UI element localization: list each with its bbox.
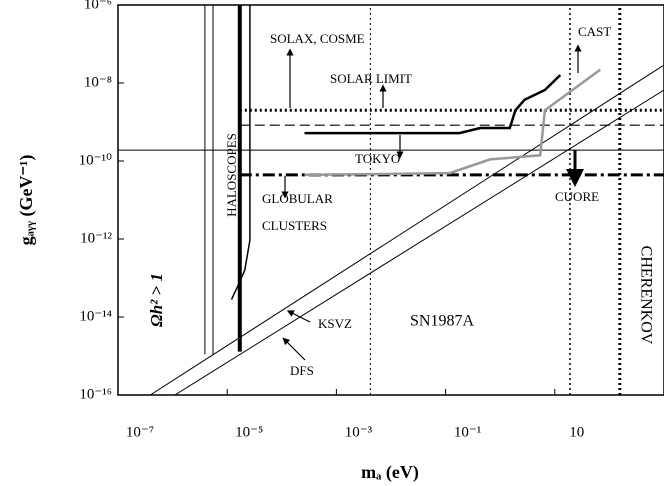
annotation: CAST	[578, 24, 611, 39]
annotation: TOKYO	[355, 151, 400, 166]
x-tick-label: 10	[569, 424, 584, 440]
y-tick-label: 10⁻⁶	[84, 0, 112, 12]
plot-frame	[117, 4, 664, 396]
series-line	[150, 64, 664, 396]
y-tick-label: 10⁻¹⁰	[79, 152, 112, 168]
annotation: HALOSCOPES	[224, 133, 239, 217]
y-tick-label: 10⁻¹⁶	[79, 386, 112, 402]
annotation: DFS	[290, 363, 314, 378]
annotation: KSVZ	[318, 316, 352, 331]
annotation: SOLAX, COSME	[270, 31, 365, 46]
annotation: SN1987A	[410, 313, 474, 330]
annotation: Ωh² > 1	[147, 273, 166, 327]
annotation: CHERENKOV	[637, 246, 654, 345]
y-tick-label: 10⁻¹⁴	[79, 308, 112, 324]
x-tick-label: 10⁻⁵	[235, 424, 263, 440]
annotation: CLUSTERS	[262, 218, 327, 233]
annotation: CUORE	[555, 189, 599, 204]
x-axis-title: mₐ (eV)	[361, 462, 419, 483]
series-line	[304, 68, 602, 177]
y-axis-title: gₐᵧᵧ (GeV⁻¹)	[16, 155, 37, 246]
series-line	[174, 89, 664, 396]
x-tick-label: 10⁻¹	[454, 424, 481, 440]
y-tick-label: 10⁻⁸	[84, 74, 112, 90]
x-tick-label: 10⁻⁷	[126, 424, 154, 440]
annotation: SOLAR LIMIT	[330, 71, 412, 86]
y-tick-label: 10⁻¹²	[80, 230, 112, 246]
series-line	[230, 5, 251, 300]
series-line	[304, 74, 562, 135]
arrows	[281, 44, 584, 361]
annotation: GLOBULAR	[262, 191, 333, 206]
x-tick-label: 10⁻³	[345, 424, 373, 440]
